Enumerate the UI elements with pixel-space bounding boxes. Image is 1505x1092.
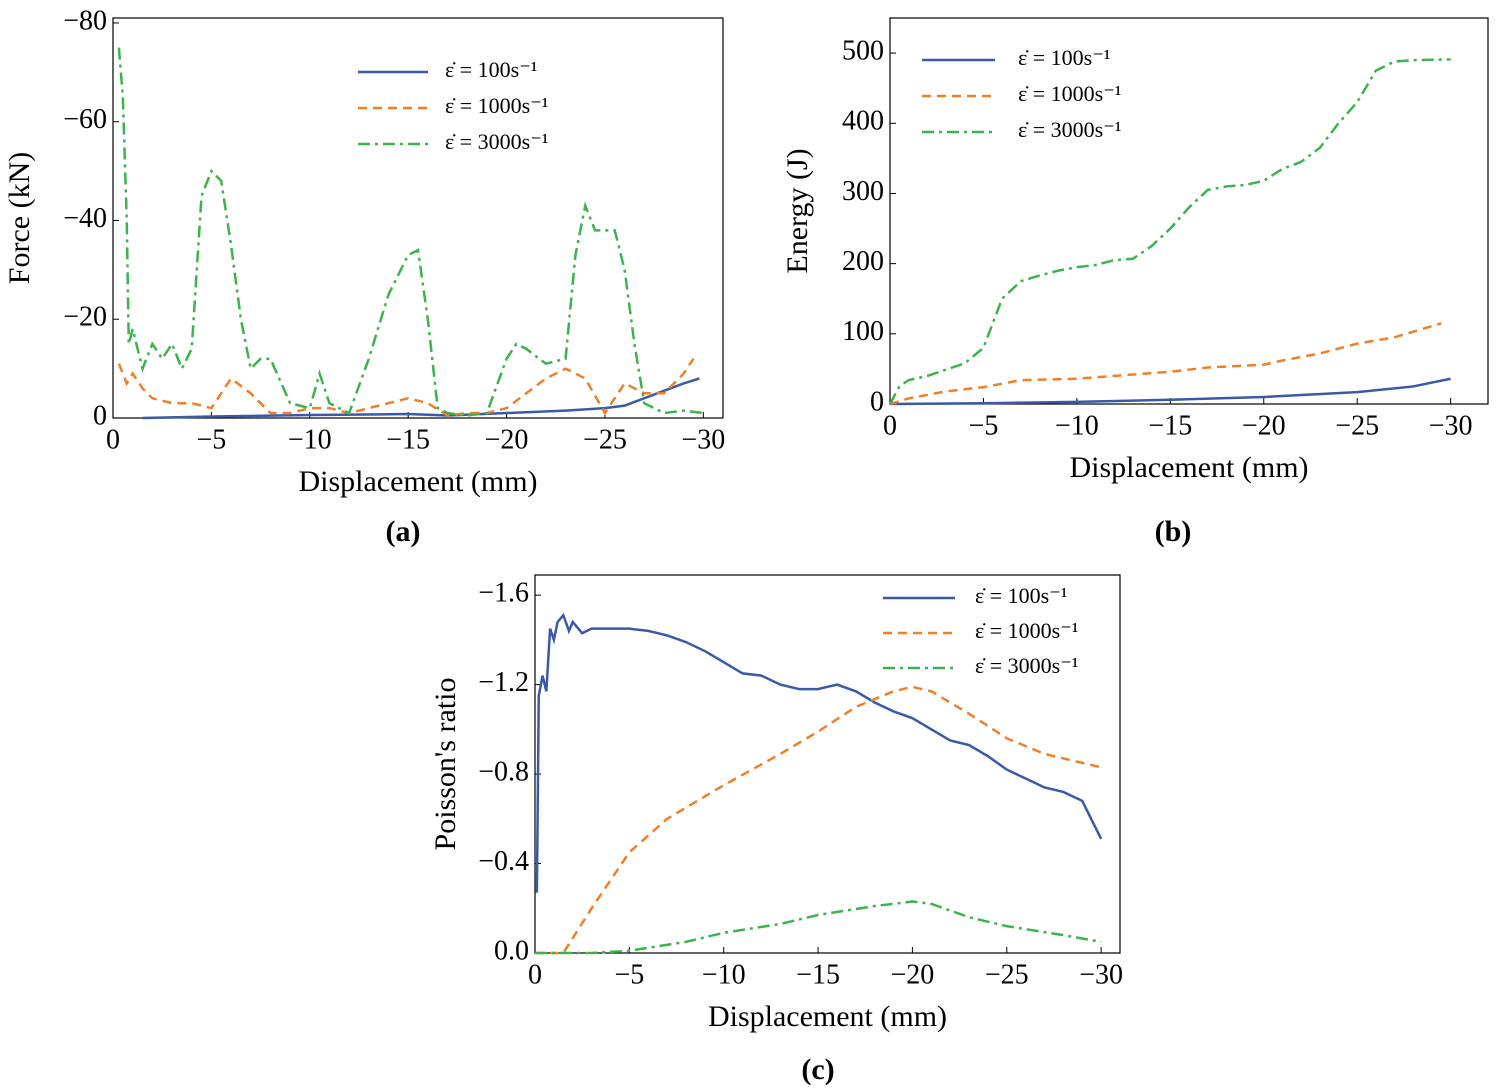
x-tick-label: −15 bbox=[386, 424, 430, 455]
legend-label: ε̇ = 100s⁻¹ bbox=[975, 583, 1067, 608]
y-axis-label: Energy (J) bbox=[781, 148, 814, 273]
x-tick-label: −30 bbox=[1079, 959, 1123, 990]
y-tick-label: 500 bbox=[842, 36, 884, 67]
x-tick-label: 0 bbox=[528, 959, 542, 990]
data-line bbox=[142, 377, 700, 420]
x-tick-label: −20 bbox=[891, 959, 935, 990]
legend-label: ε̇ = 3000s⁻¹ bbox=[975, 653, 1078, 678]
x-tick-label: 0 bbox=[883, 410, 897, 441]
y-tick-label: −80 bbox=[63, 5, 107, 36]
plot-frame bbox=[112, 17, 724, 419]
x-tick-label: −10 bbox=[1055, 410, 1099, 441]
data-line bbox=[535, 612, 1103, 893]
x-axis-label: Displacement (mm) bbox=[298, 465, 537, 498]
x-tick-label: −10 bbox=[702, 959, 746, 990]
legend-label: ε̇ = 1000s⁻¹ bbox=[445, 93, 548, 118]
legend-label: ε̇ = 3000s⁻¹ bbox=[445, 129, 548, 154]
x-tick-label: −25 bbox=[583, 424, 627, 455]
x-tick-label: −5 bbox=[196, 424, 226, 455]
x-axis-label: Displacement (mm) bbox=[708, 1000, 947, 1033]
y-tick-label: 300 bbox=[842, 176, 884, 207]
legend-label: ε̇ = 100s⁻¹ bbox=[445, 57, 537, 82]
y-tick-label: −40 bbox=[63, 203, 107, 234]
x-tick-label: −25 bbox=[1335, 410, 1379, 441]
panel-label: (c) bbox=[801, 1053, 834, 1086]
y-tick-label: 200 bbox=[842, 246, 884, 277]
x-tick-label: −20 bbox=[1242, 410, 1286, 441]
x-tick-label: −10 bbox=[288, 424, 332, 455]
data-line bbox=[535, 685, 1102, 955]
data-line bbox=[535, 900, 1102, 955]
panel-label: (b) bbox=[1155, 515, 1192, 548]
legend-label: ε̇ = 3000s⁻¹ bbox=[1018, 117, 1121, 142]
x-tick-label: −30 bbox=[1429, 410, 1473, 441]
data-line bbox=[117, 47, 704, 417]
y-axis-label: Force (kN) bbox=[3, 152, 36, 284]
y-tick-label: −60 bbox=[63, 104, 107, 135]
data-line bbox=[888, 58, 1451, 405]
x-tick-label: −25 bbox=[985, 959, 1029, 990]
panel-label: (a) bbox=[386, 515, 421, 548]
legend-label: ε̇ = 1000s⁻¹ bbox=[1018, 81, 1121, 106]
x-tick-label: 0 bbox=[106, 424, 120, 455]
legend-label: ε̇ = 100s⁻¹ bbox=[1018, 45, 1110, 70]
x-axis-label: Displacement (mm) bbox=[1069, 451, 1308, 484]
plot-frame bbox=[889, 17, 1489, 405]
data-line bbox=[117, 358, 695, 417]
y-tick-label: −0.8 bbox=[478, 756, 529, 787]
y-tick-label: −0.4 bbox=[478, 846, 529, 877]
legend-label: ε̇ = 1000s⁻¹ bbox=[975, 618, 1078, 643]
x-tick-label: −20 bbox=[485, 424, 529, 455]
y-tick-label: −20 bbox=[63, 302, 107, 333]
x-tick-label: −15 bbox=[1148, 410, 1192, 441]
y-tick-label: 0 bbox=[93, 400, 107, 431]
x-tick-label: −30 bbox=[681, 424, 725, 455]
y-tick-label: 0.0 bbox=[494, 935, 529, 966]
x-tick-label: −5 bbox=[614, 959, 644, 990]
y-tick-label: −1.6 bbox=[478, 578, 529, 609]
y-tick-label: 0 bbox=[870, 386, 884, 417]
y-axis-label: Poisson's ratio bbox=[429, 678, 462, 851]
x-tick-label: −15 bbox=[796, 959, 840, 990]
y-tick-label: −1.2 bbox=[478, 667, 529, 698]
data-line bbox=[889, 377, 1451, 406]
x-tick-label: −5 bbox=[969, 410, 999, 441]
y-tick-label: 400 bbox=[842, 106, 884, 137]
plot-frame bbox=[534, 574, 1121, 954]
y-tick-label: 100 bbox=[842, 316, 884, 347]
